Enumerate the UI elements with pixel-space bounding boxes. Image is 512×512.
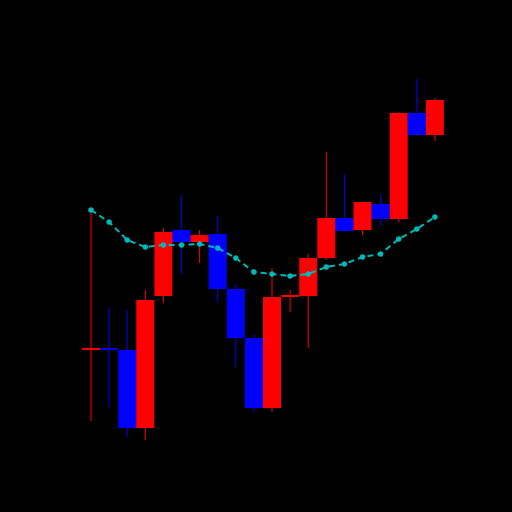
- moving-average-point: [432, 214, 438, 220]
- moving-average-point: [269, 271, 275, 277]
- candle-body-up: [82, 348, 100, 350]
- candle-body-up: [299, 258, 318, 296]
- moving-average-point: [88, 207, 94, 213]
- moving-average-point: [377, 251, 384, 257]
- moving-average-point: [251, 269, 257, 275]
- candle-body-up: [190, 235, 209, 242]
- candle-body-up: [281, 295, 300, 297]
- moving-average-point: [287, 273, 293, 279]
- moving-average-point: [341, 261, 348, 267]
- candle-body-down: [118, 350, 137, 428]
- candle-body-up: [425, 100, 444, 135]
- candle-body-up: [317, 218, 336, 258]
- moving-average-point: [142, 244, 149, 250]
- candle-body-up: [389, 113, 408, 219]
- candle-body-up: [154, 232, 173, 296]
- candle-body-down: [172, 230, 191, 242]
- moving-average-points: [88, 207, 438, 279]
- candle-body-down: [244, 338, 263, 408]
- candle-body-down: [226, 289, 245, 338]
- candle-body-up: [263, 297, 281, 408]
- candle-body-up: [136, 300, 155, 428]
- candle-body-down: [208, 234, 227, 289]
- candle-body-down: [371, 204, 390, 219]
- moving-average-point: [160, 242, 167, 248]
- moving-average-point: [124, 237, 130, 243]
- candle-body-down: [100, 348, 119, 350]
- moving-average-line: [90, 209, 436, 278]
- moving-average-point: [196, 241, 203, 247]
- moving-average-point: [359, 254, 366, 260]
- candle-body-up: [353, 202, 372, 230]
- moving-average-point: [395, 236, 402, 242]
- candle-body-down: [407, 113, 426, 135]
- moving-average-point: [214, 245, 221, 251]
- moving-average-point: [323, 264, 330, 270]
- bodies-layer: [82, 100, 444, 428]
- candle-body-down: [335, 218, 354, 231]
- moving-average-point: [305, 271, 312, 277]
- moving-average-point: [233, 255, 239, 261]
- moving-average-point: [414, 226, 420, 232]
- moving-average-point: [178, 242, 185, 248]
- moving-average-point: [106, 219, 112, 225]
